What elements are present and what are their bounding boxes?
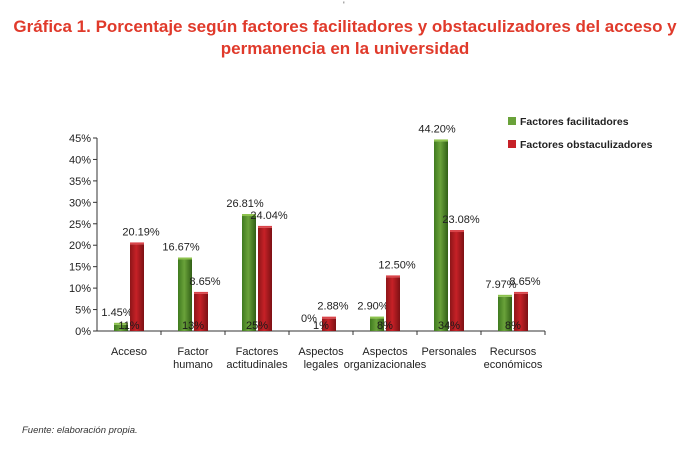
bar-facilitadores xyxy=(370,318,384,331)
y-tick-label: 5% xyxy=(75,305,91,317)
x-category-label: humano xyxy=(173,359,213,371)
bar-top-facilitadores xyxy=(178,257,192,260)
data-label: 12.50% xyxy=(378,259,416,271)
x-category-label: Aspectos xyxy=(362,346,408,358)
y-tick-label: 40% xyxy=(69,154,91,166)
x-category-label: actitudinales xyxy=(226,359,288,371)
bar-top-facilitadores xyxy=(498,294,512,297)
data-label: 2.90% xyxy=(357,301,388,313)
legend-label: Factores facilitadores xyxy=(520,116,629,128)
y-tick-label: 35% xyxy=(69,176,91,188)
data-label: 26.81% xyxy=(226,198,264,210)
bar-obstaculizadores xyxy=(194,293,208,331)
x-category-label: organizacionales xyxy=(344,359,427,371)
bar-top-obstaculizadores xyxy=(514,291,528,294)
x-category-label: Factores xyxy=(236,346,279,358)
bar-facilitadores xyxy=(178,259,192,331)
bar-obstaculizadores xyxy=(322,318,336,331)
x-category-label: Personales xyxy=(421,346,477,358)
y-tick-label: 10% xyxy=(69,283,91,295)
data-label: 23.08% xyxy=(442,214,480,226)
bar-facilitadores xyxy=(498,296,512,331)
bar-base-label: 25% xyxy=(246,320,268,332)
bar-obstaculizadores xyxy=(258,227,272,331)
bar-obstaculizadores xyxy=(450,232,464,331)
bar-top-facilitadores xyxy=(242,214,256,217)
chart-title: Gráfica 1. Porcentaje según factores fac… xyxy=(0,16,690,60)
data-label: 1.45% xyxy=(101,307,132,319)
x-category-label: económicos xyxy=(484,359,543,371)
x-category-label: Factor xyxy=(177,346,209,358)
bar-base-label: 8% xyxy=(377,320,393,332)
bar-top-obstaculizadores xyxy=(450,230,464,233)
data-label: 20.19% xyxy=(122,226,160,238)
y-tick-label: 20% xyxy=(69,240,91,252)
bar-top-facilitadores xyxy=(434,139,448,142)
bar-base-label: 8% xyxy=(505,320,521,332)
bar-facilitadores xyxy=(434,141,448,331)
y-tick-label: 25% xyxy=(69,219,91,231)
data-label: 7.97% xyxy=(485,279,516,291)
bar-facilitadores xyxy=(114,324,128,331)
bar-top-facilitadores xyxy=(114,322,128,325)
x-category-label: Aspectos xyxy=(298,346,344,358)
bar-obstaculizadores xyxy=(514,293,528,331)
bar-base-label: 13% xyxy=(182,320,204,332)
legend-swatch xyxy=(508,117,516,125)
bar-obstaculizadores xyxy=(386,277,400,331)
bar-top-obstaculizadores xyxy=(322,316,336,319)
bar-facilitadores xyxy=(242,216,256,331)
x-category-label: Recursos xyxy=(490,346,537,358)
bar-obstaculizadores xyxy=(130,244,144,331)
data-label: 24.04% xyxy=(250,210,288,222)
chart-title-line-2: permanencia en la universidad xyxy=(220,39,470,58)
data-label: 8.65% xyxy=(189,276,220,288)
bar-base-label: 34% xyxy=(438,320,460,332)
y-tick-label: 30% xyxy=(69,197,91,209)
data-label: 0% xyxy=(301,313,317,325)
x-category-label: Acceso xyxy=(111,346,147,358)
bar-top-facilitadores xyxy=(370,316,384,319)
chart-title-line-1: Gráfica 1. Porcentaje según factores fac… xyxy=(13,17,677,36)
y-tick-label: 45% xyxy=(69,133,91,145)
bar-top-obstaculizadores xyxy=(386,275,400,278)
bar-top-obstaculizadores xyxy=(194,291,208,294)
y-tick-label: 0% xyxy=(75,326,91,338)
data-label: 8.65% xyxy=(509,276,540,288)
x-category-label: legales xyxy=(304,359,339,371)
data-label: 2.88% xyxy=(317,301,348,313)
legend-label: Factores obstaculizadores xyxy=(520,139,653,151)
source-note: Fuente: elaboración propia. xyxy=(22,425,138,436)
bar-top-obstaculizadores xyxy=(130,242,144,245)
legend-swatch xyxy=(508,140,516,148)
top-tick-mark: ' xyxy=(343,0,345,10)
bar-top-obstaculizadores xyxy=(258,225,272,228)
data-label: 16.67% xyxy=(162,242,200,254)
bar-base-label: 1% xyxy=(313,320,329,332)
data-label: 44.20% xyxy=(418,123,456,135)
bar-base-label: 11% xyxy=(118,320,139,332)
y-tick-label: 15% xyxy=(69,262,91,274)
